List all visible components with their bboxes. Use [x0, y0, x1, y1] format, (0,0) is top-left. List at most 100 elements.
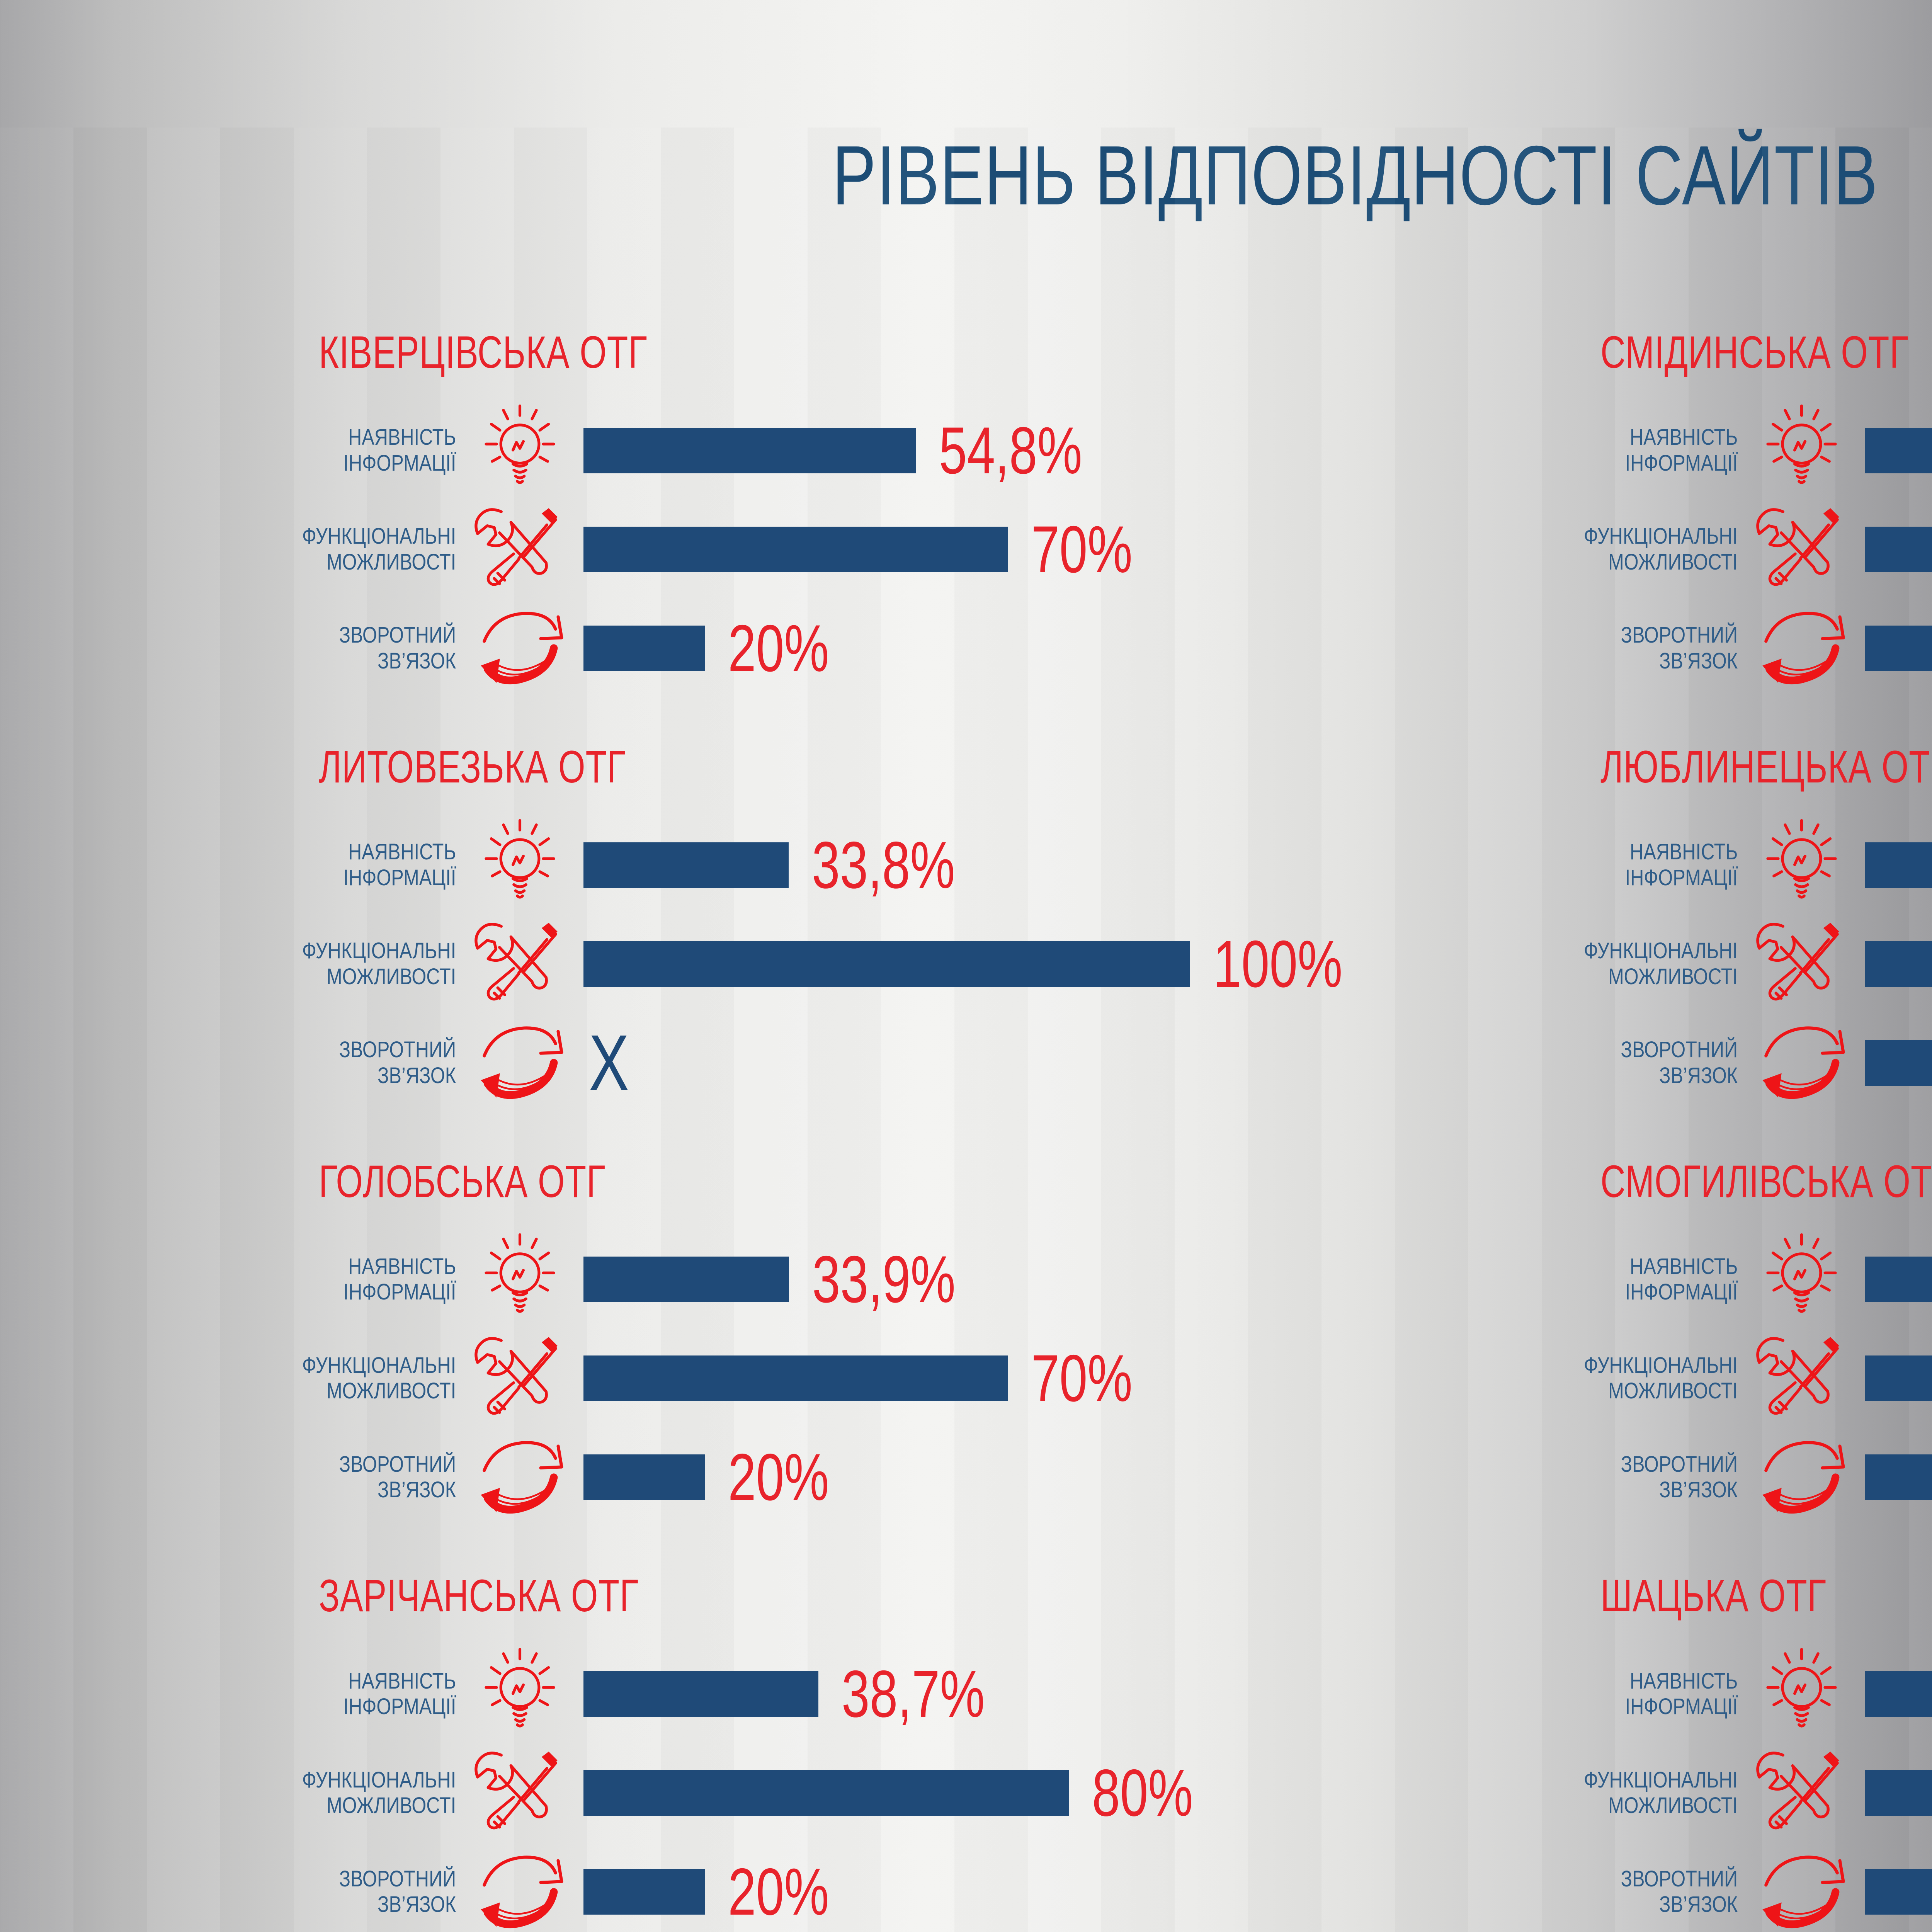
feedback-arrows-icon [456, 1014, 583, 1112]
bar-row-functionality: ФУНКЦІОНАЛЬНІ МОЖЛИВОСТІ 50% [1552, 500, 1932, 599]
bar-zone: 40% [1865, 599, 1932, 698]
category-label: НАЯВНІСТЬ ІНФОРМАЦІЇ [1625, 425, 1738, 476]
feedback-arrows-icon [1738, 599, 1865, 698]
group-title: КІВЕРЦІВСЬКА ОТГ [319, 327, 648, 378]
category-label: ФУНКЦІОНАЛЬНІ МОЖЛИВОСТІ [1583, 524, 1738, 575]
lightbulb-icon [456, 816, 583, 915]
lightbulb-icon [456, 401, 583, 500]
bar-value: 80% [1092, 1756, 1193, 1830]
category-label: НАЯВНІСТЬ ІНФОРМАЦІЇ [343, 425, 456, 476]
bar-zone: 20% [583, 1428, 861, 1527]
bar [583, 1454, 705, 1500]
bar-zone: 43,5% [1865, 816, 1932, 915]
bar-zone: 80% [583, 1743, 1225, 1842]
bar-row-functionality: ФУНКЦІОНАЛЬНІ МОЖЛИВОСТІ 100% [270, 915, 1429, 1014]
chart-column-right: СМІДИНСЬКА ОТГ НАЯВНІСТЬ ІНФОРМАЦІЇ [1552, 327, 1932, 1932]
bar-zone: 33,9% [583, 1230, 1001, 1329]
bar-value: 54,8% [939, 413, 1082, 488]
bar [583, 526, 1008, 572]
feedback-arrows-icon [456, 1428, 583, 1527]
tools-icon [456, 500, 583, 599]
feedback-arrows-icon [1738, 1842, 1865, 1932]
bar-row-functionality: ФУНКЦІОНАЛЬНІ МОЖЛИВОСТІ 30% [1552, 1329, 1932, 1428]
group-title: ГОЛОБСЬКА ОТГ [319, 1156, 606, 1207]
bar-value: 33,9% [812, 1242, 956, 1317]
tools-icon [456, 1329, 583, 1428]
bar [1865, 1355, 1932, 1401]
lightbulb-icon [456, 1230, 583, 1329]
bar-value: 38,7% [842, 1657, 985, 1731]
category-label: НАЯВНІСТЬ ІНФОРМАЦІЇ [343, 1668, 456, 1719]
category-label: ЗВОРОТНИЙ ЗВ’ЯЗОК [1621, 1451, 1738, 1503]
bar-row-functionality: ФУНКЦІОНАЛЬНІ МОЖЛИВОСТІ 70% [270, 1329, 1429, 1428]
page-title: РІВЕНЬ ВІДПОВІДНОСТІ САЙТІВ [832, 129, 1878, 223]
bar-row-feedback: ЗВОРОТНИЙ ЗВ’ЯЗОК 40% [1552, 599, 1932, 698]
bar [1865, 941, 1932, 987]
bar [583, 1770, 1069, 1816]
bar [583, 1869, 705, 1915]
category-label: НАЯВНІСТЬ ІНФОРМАЦІЇ [343, 839, 456, 890]
bar-row-feedback: ЗВОРОТНИЙ ЗВ’ЯЗОК X [270, 1014, 1429, 1112]
lightbulb-icon [1738, 816, 1865, 915]
bar [1865, 625, 1932, 671]
bar-row-feedback: ЗВОРОТНИЙ ЗВ’ЯЗОК 20% [270, 1842, 1429, 1932]
bar-zone: 70% [583, 1329, 1164, 1428]
tools-icon [1738, 1743, 1865, 1842]
bar [1865, 1869, 1932, 1915]
category-label: ЗВОРОТНИЙ ЗВ’ЯЗОК [339, 622, 456, 673]
category-label: ЗВОРОТНИЙ ЗВ’ЯЗОК [339, 1866, 456, 1917]
otg-group: ЛИТОВЕЗЬКА ОТГ НАЯВНІСТЬ ІНФОРМАЦІЇ [270, 742, 1429, 1112]
bar-row-information: НАЯВНІСТЬ ІНФОРМАЦІЇ [1552, 1645, 1932, 1743]
category-label: НАЯВНІСТЬ ІНФОРМАЦІЇ [1625, 839, 1738, 890]
bar-value: 33,8% [812, 828, 955, 902]
bar-row-functionality: ФУНКЦІОНАЛЬНІ МОЖЛИВОСТІ 40% [1552, 1743, 1932, 1842]
otg-group: КІВЕРЦІВСЬКА ОТГ НАЯВНІСТЬ ІНФОРМАЦІЇ [270, 327, 1429, 698]
bar-row-functionality: ФУНКЦІОНАЛЬНІ МОЖЛИВОСТІ 40% [1552, 915, 1932, 1014]
category-label: ЗВОРОТНИЙ ЗВ’ЯЗОК [339, 1451, 456, 1503]
bar [583, 625, 705, 671]
bar-row-feedback: ЗВОРОТНИЙ ЗВ’ЯЗОК 20% [1552, 1842, 1932, 1932]
bar [583, 1671, 818, 1717]
bar [583, 427, 916, 473]
bar-zone: 70% [583, 500, 1164, 599]
category-label: ФУНКЦІОНАЛЬНІ МОЖЛИВОСТІ [302, 1767, 456, 1818]
category-label: ФУНКЦІОНАЛЬНІ МОЖЛИВОСТІ [1583, 1352, 1738, 1404]
bar-zone: 20% [583, 599, 861, 698]
group-title: ШАЦЬКА ОТГ [1600, 1570, 1827, 1622]
bar-row-functionality: ФУНКЦІОНАЛЬНІ МОЖЛИВОСТІ 80% [270, 1743, 1429, 1842]
bar [1865, 1257, 1932, 1303]
tools-icon [456, 915, 583, 1014]
bar [1865, 1040, 1932, 1086]
bar [583, 1257, 789, 1303]
category-label: НАЯВНІСТЬ ІНФОРМАЦІЇ [1625, 1668, 1738, 1719]
bar-value: 100% [1213, 927, 1343, 1001]
category-label: ФУНКЦІОНАЛЬНІ МОЖЛИВОСТІ [1583, 938, 1738, 989]
bar-value: X [589, 1018, 629, 1107]
bar-zone: 30% [1865, 1329, 1932, 1428]
category-label: ЗВОРОТНИЙ ЗВ’ЯЗОК [1621, 1037, 1738, 1088]
bar-row-information: НАЯВНІСТЬ ІНФОРМАЦІЇ [1552, 401, 1932, 500]
bar-zone: 20% [1865, 1428, 1932, 1527]
otg-group: ГОЛОБСЬКА ОТГ НАЯВНІСТЬ ІНФОРМАЦІЇ [270, 1156, 1429, 1527]
bar-value: 70% [1031, 1341, 1133, 1416]
bar-row-information: НАЯВНІСТЬ ІНФОРМАЦІЇ [1552, 816, 1932, 915]
otg-group: СМОГИЛІВСЬКА ОТГ НАЯВНІСТЬ ІНФОРМАЦІЇ [1552, 1156, 1932, 1527]
tools-icon [1738, 1329, 1865, 1428]
bar-zone: 53,2% [1865, 1645, 1932, 1743]
bar [1865, 427, 1932, 473]
otg-group: СМІДИНСЬКА ОТГ НАЯВНІСТЬ ІНФОРМАЦІЇ [1552, 327, 1932, 698]
group-title: СМІДИНСЬКА ОТГ [1600, 327, 1909, 378]
bar-zone: 50% [1865, 500, 1932, 599]
feedback-arrows-icon [1738, 1014, 1865, 1112]
lightbulb-icon [1738, 401, 1865, 500]
group-title: ЛИТОВЕЗЬКА ОТГ [319, 741, 626, 793]
bar-zone: 54,8% [583, 401, 1128, 500]
category-label: ЗВОРОТНИЙ ЗВ’ЯЗОК [1621, 622, 1738, 673]
bar-zone: 100% [583, 915, 1383, 1014]
bar-row-feedback: ЗВОРОТНИЙ ЗВ’ЯЗОК 20% [270, 1428, 1429, 1527]
category-label: ФУНКЦІОНАЛЬНІ МОЖЛИВОСТІ [302, 938, 456, 989]
group-title: СМОГИЛІВСЬКА ОТГ [1600, 1156, 1932, 1207]
lightbulb-icon [1738, 1645, 1865, 1743]
bar-zone: 20% [583, 1842, 861, 1932]
bar [583, 1355, 1008, 1401]
